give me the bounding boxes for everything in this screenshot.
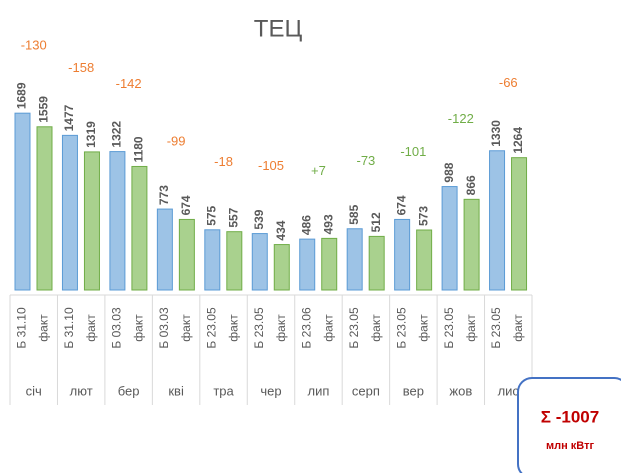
data-label: 1559	[37, 96, 51, 123]
x-sub-label: факт	[226, 314, 240, 342]
bar	[226, 231, 243, 291]
difference-label: -142	[116, 76, 142, 91]
data-label: 557	[226, 207, 240, 227]
data-label: 674	[394, 195, 408, 215]
x-tick-label: лют	[70, 383, 93, 398]
data-label: 1319	[84, 121, 98, 148]
x-tick-label: жов	[449, 383, 472, 398]
bar	[83, 151, 100, 291]
x-sub-label: факт	[132, 314, 146, 342]
data-label: 1330	[489, 120, 503, 147]
x-sub-label: факт	[416, 314, 430, 342]
x-sub-label: Б 31.10	[62, 307, 76, 349]
data-label: 512	[369, 212, 383, 232]
data-label: 539	[252, 209, 266, 229]
difference-label: -66	[499, 75, 518, 90]
data-label: 575	[204, 205, 218, 225]
bar	[14, 112, 31, 291]
data-label: 573	[416, 206, 430, 226]
bar	[156, 208, 173, 291]
bar	[61, 134, 78, 291]
data-label: 1264	[511, 127, 525, 154]
total-box	[517, 377, 621, 473]
x-tick-label: вер	[403, 383, 424, 398]
difference-label: -101	[400, 144, 426, 159]
x-tick-label: кві	[168, 383, 184, 398]
data-label: 988	[442, 162, 456, 182]
total-label: Σ -1007	[541, 407, 599, 426]
x-tick-label: лип	[308, 383, 330, 398]
x-sub-label: факт	[274, 314, 288, 342]
data-label: 486	[299, 215, 313, 235]
x-sub-label: Б 03.03	[110, 307, 124, 349]
difference-label: -105	[258, 158, 284, 173]
data-label: 1180	[132, 136, 146, 162]
bar	[463, 198, 480, 291]
x-sub-label: Б 23.05	[394, 307, 408, 349]
x-sub-label: Б 23.05	[347, 307, 361, 349]
x-sub-label: факт	[37, 314, 51, 342]
bar	[489, 150, 506, 291]
data-label: 493	[321, 214, 335, 234]
x-sub-label: факт	[179, 314, 193, 342]
data-label: 866	[464, 175, 478, 195]
bar	[251, 233, 268, 291]
bar	[441, 186, 458, 291]
data-label: 434	[274, 220, 288, 240]
x-tick-label: бер	[118, 383, 140, 398]
data-label: 773	[157, 185, 171, 205]
bar	[131, 165, 148, 291]
x-tick-label: січ	[26, 383, 42, 398]
x-tick-label: чер	[260, 383, 281, 398]
difference-label: -99	[167, 134, 186, 149]
x-sub-label: Б 31.10	[15, 307, 29, 349]
bar	[299, 238, 316, 291]
bar	[178, 218, 195, 291]
bar	[346, 228, 363, 291]
bar	[416, 229, 433, 291]
x-tick-label: лис	[498, 383, 520, 398]
x-sub-label: факт	[321, 314, 335, 342]
bar	[394, 218, 411, 291]
data-label: 585	[347, 204, 361, 224]
x-sub-label: факт	[84, 314, 98, 342]
x-sub-label: Б 03.03	[157, 307, 171, 349]
bar	[109, 151, 126, 291]
bar	[321, 237, 338, 291]
x-tick-label: тра	[213, 383, 234, 398]
difference-label: -158	[68, 60, 94, 75]
x-sub-label: факт	[511, 314, 525, 342]
x-sub-label: Б 23.05	[442, 307, 456, 349]
difference-label: -73	[357, 153, 376, 168]
total-unit: млн кВтг	[546, 440, 595, 452]
bar	[273, 244, 290, 291]
bar	[36, 126, 53, 291]
x-sub-label: Б 23.05	[252, 307, 266, 349]
data-label: 1322	[110, 121, 124, 148]
x-sub-label: факт	[369, 314, 383, 342]
x-sub-label: Б 23.05	[204, 307, 218, 349]
bar	[204, 229, 221, 291]
difference-label: -18	[214, 154, 233, 169]
x-sub-label: Б 23.05	[489, 307, 503, 349]
data-label: 1477	[62, 104, 76, 131]
bar	[368, 235, 385, 291]
data-label: 1689	[15, 82, 29, 109]
data-label: 674	[179, 195, 193, 215]
difference-label: -130	[21, 38, 47, 53]
difference-label: -122	[448, 111, 474, 126]
chart-title: ТЕЦ	[254, 15, 303, 42]
bar	[511, 157, 528, 291]
x-sub-label: факт	[464, 314, 478, 342]
x-tick-label: серп	[352, 383, 380, 398]
x-sub-label: Б 23.06	[299, 307, 313, 349]
difference-label: +7	[311, 163, 326, 178]
